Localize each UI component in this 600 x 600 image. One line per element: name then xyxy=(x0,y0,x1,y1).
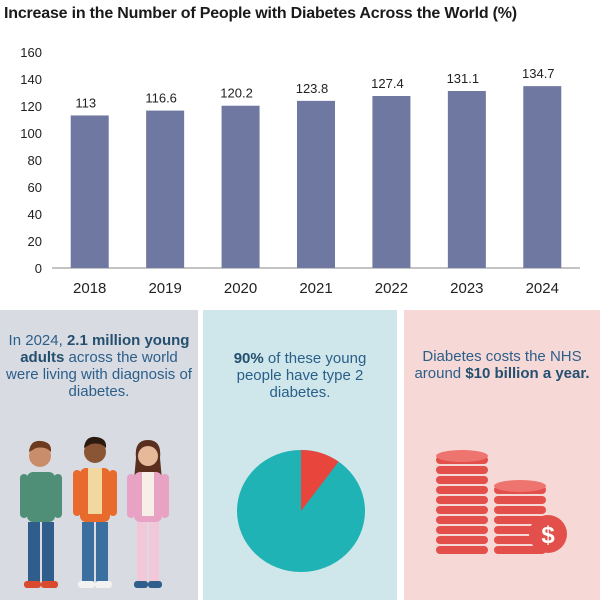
coin-stack-tall xyxy=(436,466,488,474)
young-adults-text-post: across the world were living with diagno… xyxy=(6,349,192,400)
bar-value-label: 131.1 xyxy=(447,71,480,86)
coin-stacks xyxy=(436,450,546,554)
y-tick-label: 160 xyxy=(20,45,42,60)
coin-stack-tall xyxy=(436,546,488,554)
bar xyxy=(297,100,335,269)
x-tick-label: 2021 xyxy=(299,280,332,297)
person-left-figure xyxy=(20,440,62,588)
coin-stack-tall xyxy=(436,506,488,514)
bar-value-label: 123.8 xyxy=(296,81,329,96)
y-tick-label: 60 xyxy=(28,180,42,195)
dollar-sign: $ xyxy=(541,522,555,549)
y-tick-label: 0 xyxy=(35,261,42,276)
coin-stack-illustration: $ xyxy=(436,450,567,554)
person-right-figure xyxy=(127,440,169,588)
type2-text-post: of these young people have type 2 diabet… xyxy=(236,350,367,401)
coin-stack-tall xyxy=(436,476,488,484)
coin-stack-tall xyxy=(436,496,488,504)
x-tick-label: 2023 xyxy=(450,280,483,297)
type2-highlight: 90% xyxy=(233,350,264,367)
y-tick-label: 40 xyxy=(28,207,42,222)
y-tick-label: 120 xyxy=(20,99,42,114)
x-tick-label: 2022 xyxy=(375,280,408,297)
dollar-coin-icon xyxy=(529,515,567,553)
coin-stack-tall-top xyxy=(436,450,488,462)
y-tick-label: 140 xyxy=(20,72,42,87)
type2-panel: 90% of these young people have type 2 di… xyxy=(203,310,397,600)
bar-value-label: 113 xyxy=(75,95,96,110)
person-middle-figure xyxy=(73,436,117,588)
bar xyxy=(221,105,260,268)
chart-svg: 0 20 40 60 80 100 120 140 160 113 2018 116.6 2019 120… xyxy=(20,45,580,297)
y-tick-label: 80 xyxy=(28,153,42,168)
coin-stack-tall xyxy=(436,516,488,524)
bar-value-label: 120.2 xyxy=(220,86,253,101)
pie-slice-other xyxy=(301,450,339,511)
young-adults-highlight: 2.1 million young adults xyxy=(20,332,190,366)
coin-stack-short xyxy=(494,546,546,554)
bar-chart: Increase in the Number of People with Di… xyxy=(4,5,580,297)
x-tick-label: 2024 xyxy=(526,280,559,297)
young-adults-panel: In 2024, 2.1 million young adults across… xyxy=(0,310,198,600)
bar-value-label: 116.6 xyxy=(145,91,177,106)
coin-stack-short xyxy=(494,506,546,514)
bar-value-label: 134.7 xyxy=(522,66,555,81)
x-tick-label: 2019 xyxy=(148,280,181,297)
bar xyxy=(70,115,109,268)
nhs-cost-text-pre: Diabetes costs the NHS around xyxy=(414,348,582,382)
young-adults-text-pre: In 2024, xyxy=(8,332,67,349)
chart-title: Increase in the Number of People with Di… xyxy=(4,5,517,22)
coin-stack-tall xyxy=(436,536,488,544)
young-adults-text: In 2024, 2.1 million young adults across… xyxy=(6,332,192,400)
bar xyxy=(146,110,185,268)
coin-stack-tall xyxy=(436,486,488,494)
type2-text: 90% of these young people have type 2 di… xyxy=(211,350,389,401)
nhs-cost-panel: Diabetes costs the NHS around $10 billio… xyxy=(404,310,600,600)
people-illustration xyxy=(20,436,169,588)
bar xyxy=(447,91,486,268)
y-tick-label: 100 xyxy=(20,126,42,141)
x-tick-label: 2020 xyxy=(224,280,257,297)
bar xyxy=(372,96,411,268)
coin-stack-short xyxy=(494,496,546,504)
coin-stack-tall xyxy=(436,526,488,534)
bar xyxy=(523,86,562,268)
y-tick-label: 20 xyxy=(28,234,42,249)
x-tick-label: 2018 xyxy=(73,280,106,297)
type2-pie-chart xyxy=(237,450,365,572)
nhs-cost-text: Diabetes costs the NHS around $10 billio… xyxy=(412,348,592,382)
nhs-cost-highlight: $10 billion a year. xyxy=(465,365,590,382)
bar-value-label: 127.4 xyxy=(371,76,404,91)
coin-stack-short xyxy=(494,516,546,524)
coin-stack-short-top xyxy=(494,480,546,492)
